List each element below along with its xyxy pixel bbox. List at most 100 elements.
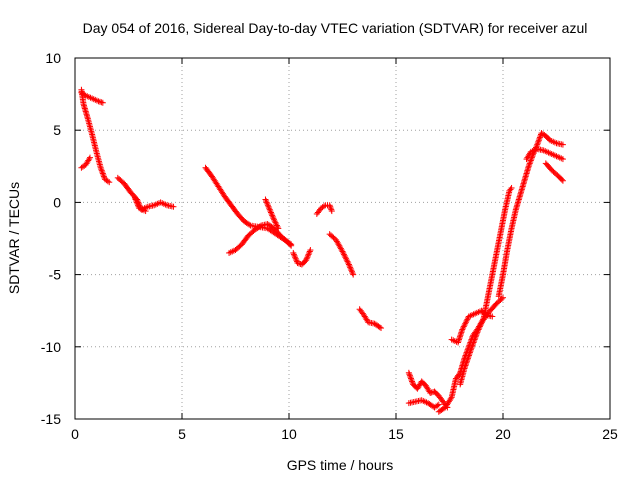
data-point [170,203,177,210]
y-tick-label: -10 [41,339,61,355]
data-point [407,374,414,381]
data-point [471,338,478,345]
data-point [460,323,467,330]
data-point [473,330,480,337]
data-point [264,202,271,209]
data-point [86,156,93,163]
data-point [266,206,273,213]
data-point [265,203,272,210]
y-tick-label: -15 [41,411,61,427]
data-point [99,170,106,177]
data-point [327,205,334,212]
data-point [480,316,487,323]
data-point [287,241,294,248]
data-point [345,261,352,268]
data-point [526,161,533,168]
data-point [274,223,281,230]
data-point [472,335,479,342]
data-point [306,249,313,256]
grid-layer [75,58,610,419]
data-point [271,216,278,223]
data-point [341,252,348,259]
x-tick-label: 10 [281,426,297,442]
x-tick-label: 5 [178,426,186,442]
data-point [305,251,312,258]
data-point [498,295,505,302]
data-point [456,371,463,378]
data-point [525,163,532,170]
data-point [292,255,299,262]
data-point [342,254,349,261]
data-point [471,336,478,343]
data-point [468,343,475,350]
data-point [97,164,104,171]
data-point [246,221,253,228]
data-point [349,270,356,277]
data-point [304,254,311,261]
data-point [447,395,454,402]
ticks-layer [74,57,611,420]
data-point [100,173,107,180]
data-point [134,202,141,209]
x-axis-label: GPS time / hours [287,457,394,473]
data-point [535,138,542,145]
data-point [269,213,276,220]
data-point [133,199,140,206]
data-point [474,327,481,334]
data-point [536,134,543,141]
data-point [99,169,106,176]
data-point [474,329,481,336]
data-point [463,317,470,324]
y-tick-label: -5 [49,267,62,283]
data-point [559,141,566,148]
data-point [263,197,270,204]
data-point [290,249,297,256]
data-point [269,212,276,219]
data-point [304,252,311,259]
data-point [339,248,346,255]
plot-frame [74,57,611,420]
data-point [479,317,486,324]
data-point [406,372,413,379]
data-point [462,320,469,327]
data-point [376,324,383,331]
data-point [344,258,351,265]
data-point [134,200,141,207]
data-point [459,326,466,333]
data-point [478,319,485,326]
data-point [467,346,474,353]
data-point [468,345,475,352]
data-point [275,225,282,232]
data-point [142,208,149,215]
data-point [409,378,416,385]
x-tick-label: 0 [71,426,79,442]
data-point [86,154,93,161]
data-point [346,262,353,269]
data-point [273,221,280,228]
data-point [500,294,506,301]
data-point [464,316,471,323]
data-point [272,219,279,226]
data-point [348,267,355,274]
data-point [407,375,414,382]
data-point [273,222,280,229]
data-point [307,247,314,254]
data-point [476,325,483,332]
data-point [535,137,542,144]
data-point [106,179,113,186]
data-point [256,223,263,230]
data-point [527,158,534,165]
data-point [536,135,543,142]
data-point [526,160,533,167]
data-point [470,340,477,347]
data-point [303,255,310,262]
data-point [268,210,275,217]
data-point [345,260,352,267]
data-point [131,195,138,202]
y-tick-label: 0 [53,194,61,210]
data-point [475,326,482,333]
data-point [469,342,476,349]
data-point [489,313,496,320]
data-point [267,208,274,215]
data-point [264,200,271,207]
